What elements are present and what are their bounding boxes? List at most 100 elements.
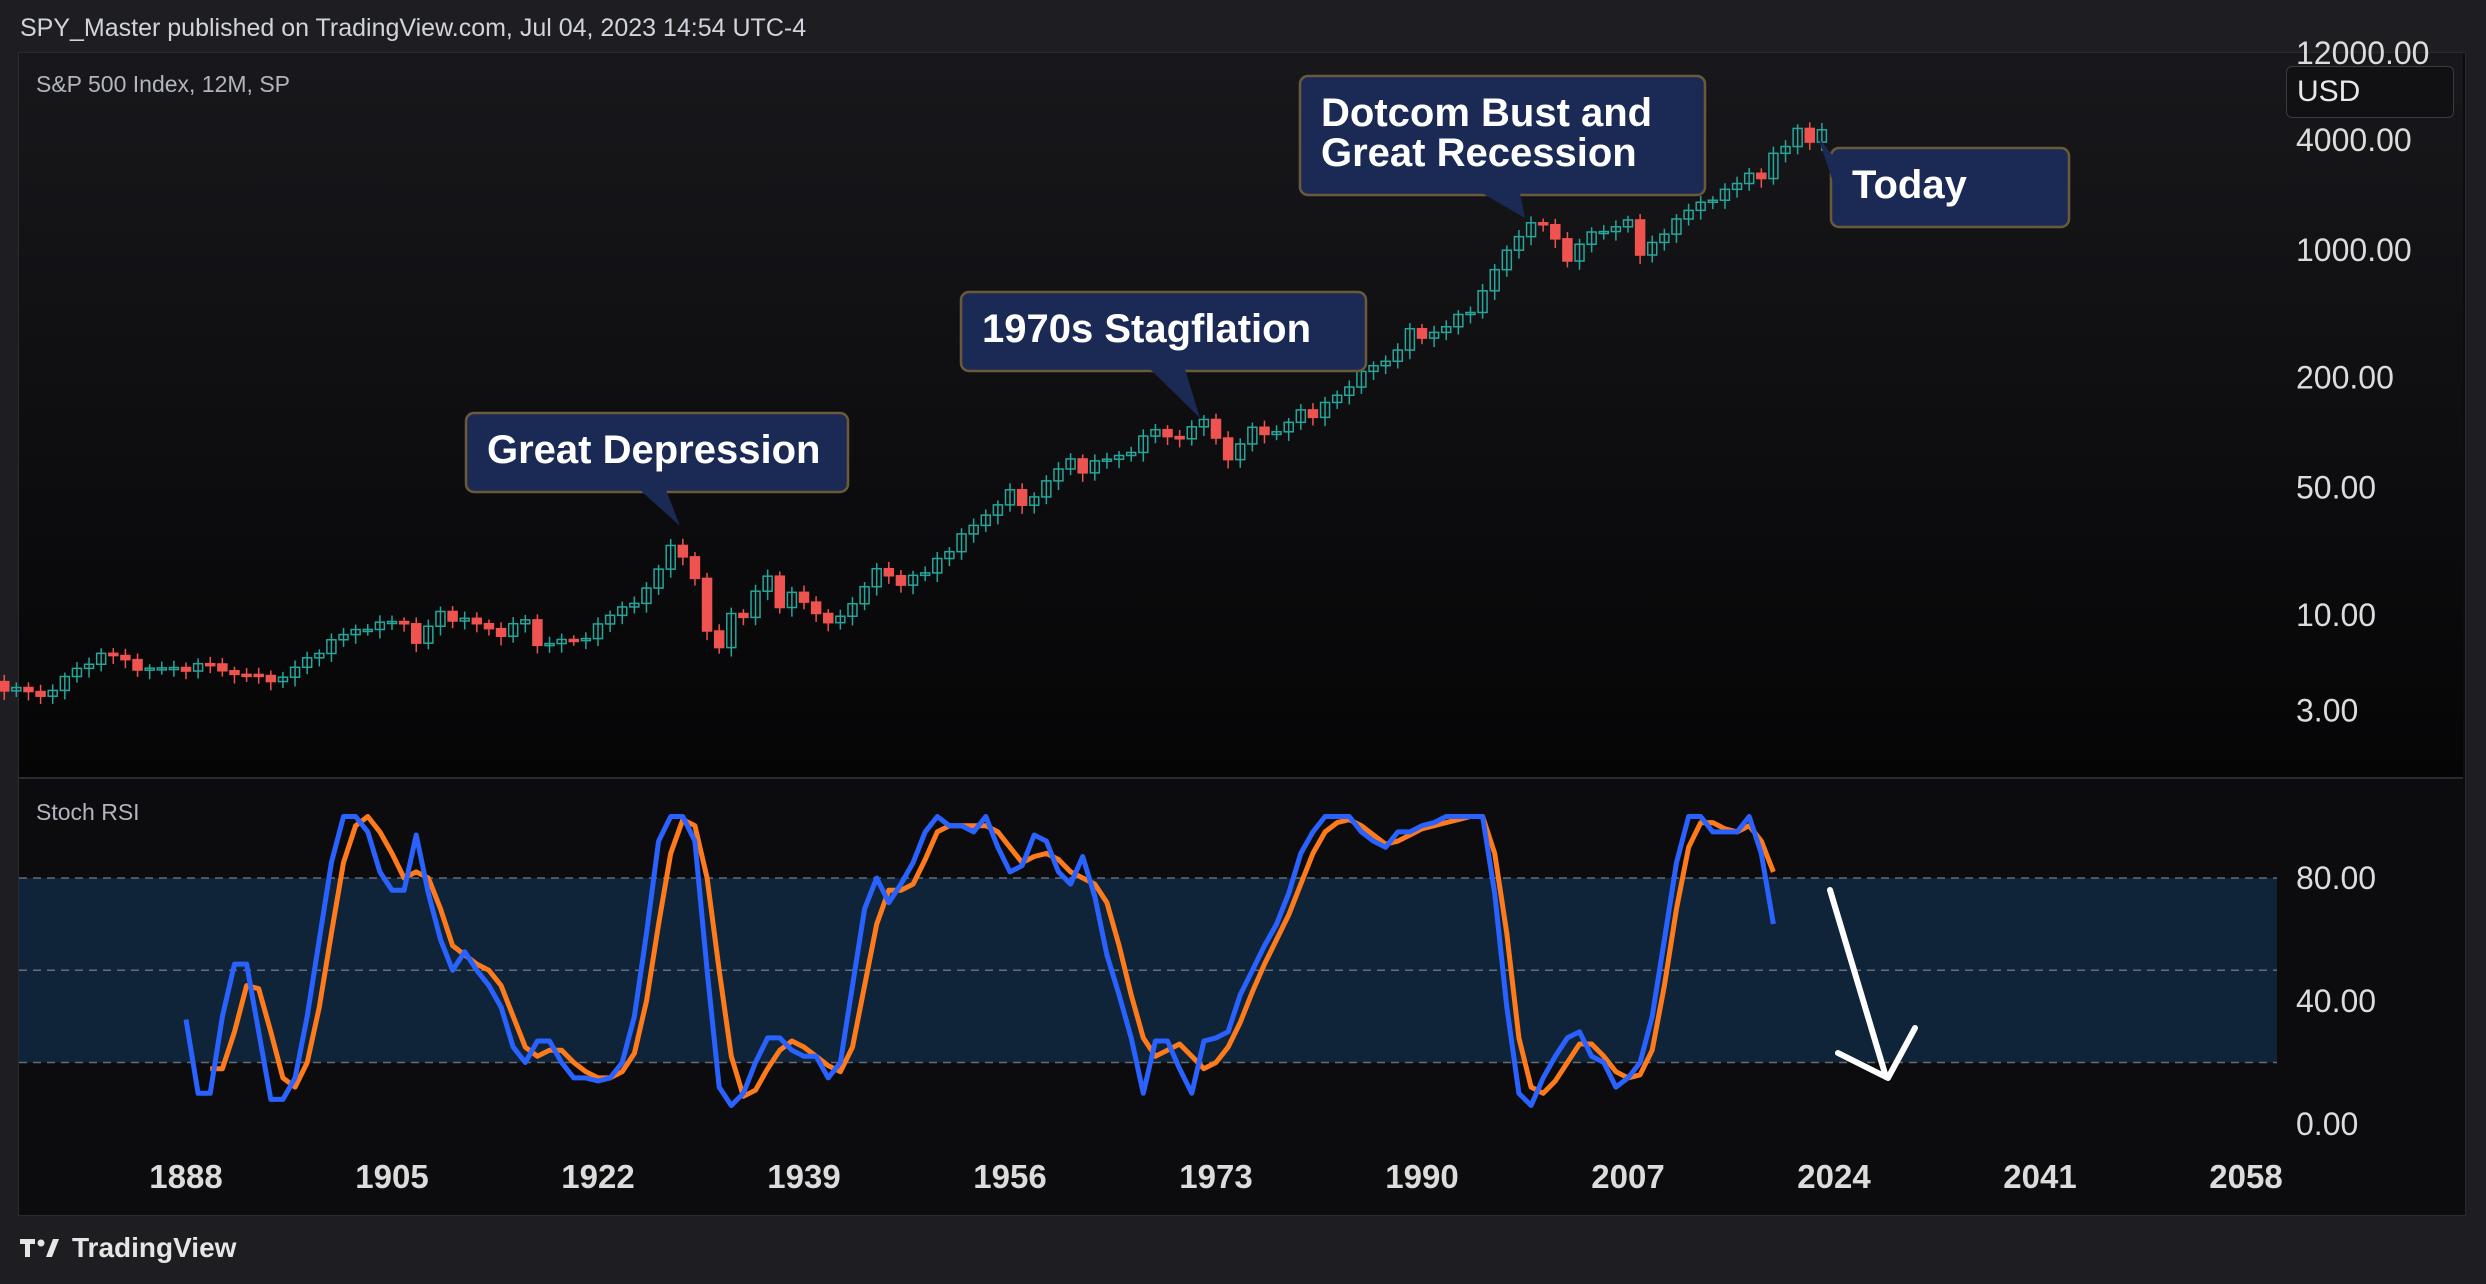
candle-body[interactable] bbox=[786, 591, 798, 609]
candle-body[interactable] bbox=[192, 662, 204, 672]
candle-body[interactable] bbox=[738, 612, 749, 619]
candle-body[interactable] bbox=[883, 567, 895, 577]
candle-body[interactable] bbox=[1804, 127, 1816, 143]
candle-body[interactable] bbox=[1513, 235, 1525, 251]
annotations[interactable]: Great Depression 1970s Stagflation Dotcom … bbox=[464, 74, 2071, 526]
candle-body[interactable] bbox=[59, 675, 71, 692]
candle-body[interactable] bbox=[1489, 268, 1500, 292]
candle-body[interactable] bbox=[677, 544, 689, 558]
candle-body[interactable] bbox=[241, 673, 252, 678]
candle-body[interactable] bbox=[1695, 201, 1706, 212]
time-tick-label[interactable]: 2058 bbox=[2209, 1158, 2282, 1195]
candle-body[interactable] bbox=[483, 622, 495, 630]
candle-body[interactable] bbox=[1586, 231, 1597, 246]
candle-body[interactable] bbox=[1392, 349, 1404, 363]
time-axis[interactable]: 1888 1905 1922 1939 1956 1973 1990 2007 2024 2041… bbox=[149, 1158, 2282, 1195]
candle-body[interactable] bbox=[713, 630, 725, 649]
candle-body[interactable] bbox=[544, 642, 555, 647]
candle-body[interactable] bbox=[1295, 409, 1307, 424]
candle-body[interactable] bbox=[726, 612, 737, 649]
candle-body[interactable] bbox=[604, 614, 616, 625]
stoch-lines[interactable] bbox=[183, 814, 1776, 1108]
candle-body[interactable] bbox=[568, 638, 580, 643]
candle-body[interactable] bbox=[1550, 224, 1561, 240]
candle-body[interactable] bbox=[1319, 401, 1331, 419]
candle-body[interactable] bbox=[1174, 435, 1185, 440]
candle-body[interactable] bbox=[1634, 219, 1646, 256]
candle-body[interactable] bbox=[835, 615, 846, 624]
candle-body[interactable] bbox=[1247, 426, 1258, 445]
candle-body[interactable] bbox=[71, 667, 83, 678]
candle-body[interactable] bbox=[447, 610, 458, 622]
candles[interactable] bbox=[0, 122, 1828, 705]
candle-body[interactable] bbox=[314, 652, 325, 659]
time-tick-label[interactable]: 1973 bbox=[1179, 1158, 1252, 1195]
candle-body[interactable] bbox=[1380, 360, 1391, 367]
candle-body[interactable] bbox=[1368, 364, 1379, 373]
candle-body[interactable] bbox=[1780, 145, 1791, 155]
candle-body[interactable] bbox=[386, 620, 398, 625]
callout-great-depression[interactable]: Great Depression bbox=[464, 411, 850, 526]
candle-body[interactable] bbox=[132, 658, 143, 671]
candle-body[interactable] bbox=[289, 666, 301, 678]
time-tick-label[interactable]: 1905 bbox=[355, 1158, 428, 1195]
candle-body[interactable] bbox=[1756, 172, 1767, 180]
candle-body[interactable] bbox=[1453, 313, 1464, 328]
footer-brand[interactable]: TradingView bbox=[20, 1232, 236, 1264]
candle-body[interactable] bbox=[1331, 394, 1343, 404]
candle-body[interactable] bbox=[580, 637, 592, 642]
candle-body[interactable] bbox=[1198, 418, 1210, 428]
candle-body[interactable] bbox=[471, 617, 483, 625]
time-tick-label[interactable]: 2007 bbox=[1591, 1158, 1664, 1195]
candle-body[interactable] bbox=[1731, 182, 1743, 191]
candle-body[interactable] bbox=[895, 575, 907, 586]
candle-body[interactable] bbox=[919, 572, 931, 577]
candle-body[interactable] bbox=[35, 690, 46, 697]
candle-body[interactable] bbox=[616, 606, 628, 617]
candle-body[interactable] bbox=[629, 602, 640, 608]
time-tick-label[interactable]: 1922 bbox=[561, 1158, 634, 1195]
candle-body[interactable] bbox=[592, 623, 604, 640]
candle-body[interactable] bbox=[1089, 460, 1101, 474]
candle-body[interactable] bbox=[1125, 451, 1137, 457]
candle-body[interactable] bbox=[762, 575, 773, 592]
candle-body[interactable] bbox=[507, 622, 519, 637]
time-tick-label[interactable]: 1888 bbox=[149, 1158, 222, 1195]
candle-body[interactable] bbox=[144, 667, 155, 671]
candle-body[interactable] bbox=[1028, 496, 1040, 506]
candle-body[interactable] bbox=[1562, 238, 1573, 262]
candle-body[interactable] bbox=[350, 628, 361, 636]
candle-body[interactable] bbox=[1598, 230, 1610, 235]
candle-body[interactable] bbox=[1404, 327, 1416, 351]
candle-body[interactable] bbox=[1259, 426, 1270, 436]
candle-body[interactable] bbox=[1671, 218, 1682, 235]
candle-body[interactable] bbox=[932, 557, 943, 574]
candle-body[interactable] bbox=[1743, 172, 1755, 185]
candle-body[interactable] bbox=[689, 556, 701, 580]
candle-body[interactable] bbox=[1477, 290, 1488, 314]
candle-body[interactable] bbox=[23, 686, 34, 693]
time-tick-label[interactable]: 1956 bbox=[973, 1158, 1046, 1195]
candle-body[interactable] bbox=[1077, 458, 1088, 474]
candle-body[interactable] bbox=[1113, 454, 1125, 460]
candle-body[interactable] bbox=[0, 680, 10, 692]
candle-body[interactable] bbox=[1016, 489, 1028, 506]
candle-body[interactable] bbox=[750, 590, 761, 619]
candle-body[interactable] bbox=[1428, 331, 1440, 339]
candle-body[interactable] bbox=[47, 689, 58, 697]
time-tick-label[interactable]: 2024 bbox=[1797, 1158, 1871, 1195]
candle-body[interactable] bbox=[120, 654, 131, 661]
candle-body[interactable] bbox=[108, 652, 119, 657]
candle-body[interactable] bbox=[956, 533, 967, 553]
candle-body[interactable] bbox=[1440, 325, 1452, 334]
candle-body[interactable] bbox=[83, 663, 95, 670]
callout-box[interactable] bbox=[1829, 146, 2071, 229]
candle-body[interactable] bbox=[810, 601, 822, 615]
candle-body[interactable] bbox=[374, 621, 386, 631]
candle-body[interactable] bbox=[423, 625, 434, 644]
candle-body[interactable] bbox=[980, 514, 992, 527]
candle-body[interactable] bbox=[362, 628, 374, 633]
candle-body[interactable] bbox=[338, 633, 349, 641]
